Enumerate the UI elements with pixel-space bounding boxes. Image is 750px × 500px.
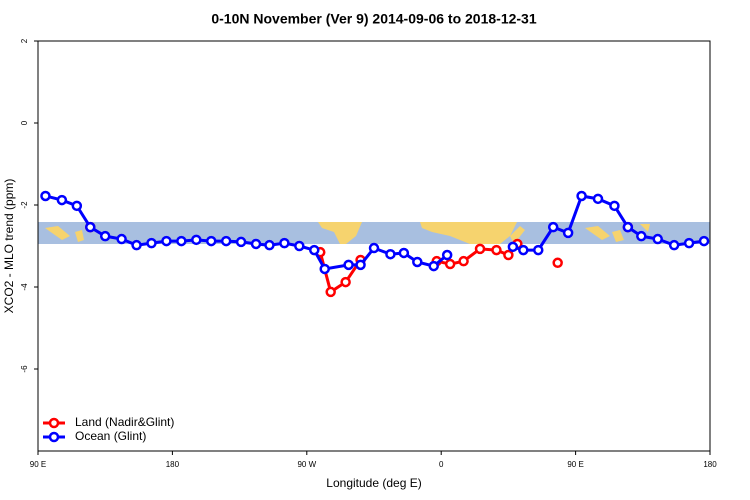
map-band	[38, 222, 710, 244]
point	[205, 235, 217, 247]
point	[355, 259, 366, 271]
point	[428, 260, 439, 272]
point	[636, 230, 647, 242]
point	[491, 244, 502, 256]
point	[176, 235, 187, 247]
point	[340, 276, 351, 288]
point	[441, 249, 453, 261]
x-tick-label: 90 E	[30, 460, 46, 469]
point	[309, 244, 320, 256]
point	[533, 244, 544, 256]
point	[518, 244, 529, 256]
point	[412, 256, 423, 268]
point	[235, 236, 247, 248]
point	[294, 240, 305, 252]
point	[622, 221, 634, 233]
point	[683, 237, 695, 249]
y-tick-label: 0	[20, 120, 29, 125]
x-tick-label: 180	[166, 460, 180, 469]
point	[264, 239, 275, 251]
legend-label: Ocean (Glint)	[75, 429, 146, 443]
legend-marker	[48, 431, 60, 443]
point	[609, 200, 620, 212]
point	[547, 221, 559, 233]
point	[131, 239, 142, 251]
point	[146, 237, 157, 249]
point	[668, 239, 680, 251]
point	[552, 257, 563, 269]
point	[652, 233, 663, 245]
point	[458, 255, 469, 267]
point	[385, 248, 396, 260]
chart-title: 0-10N November (Ver 9) 2014-09-06 to 201…	[211, 11, 537, 27]
y-tick-label: 2	[20, 38, 29, 43]
x-tick-label: 90 W	[297, 460, 316, 469]
point	[576, 190, 587, 202]
point	[507, 241, 519, 253]
y-tick-label: -4	[20, 283, 29, 291]
point	[562, 227, 574, 239]
point	[444, 258, 456, 270]
legend-label: Land (Nadir&Glint)	[75, 415, 174, 429]
legend-marker	[48, 417, 60, 429]
point	[503, 249, 514, 261]
x-tick-label: 90 E	[567, 460, 583, 469]
point	[698, 235, 710, 247]
point	[56, 194, 68, 206]
point	[592, 193, 604, 205]
point	[279, 237, 290, 249]
point	[368, 242, 380, 254]
y-axis-label: XCO2 - MLO trend (ppm)	[2, 179, 16, 314]
point	[325, 286, 336, 298]
point	[85, 221, 96, 233]
x-tick-label: 0	[439, 460, 444, 469]
point	[250, 238, 262, 250]
point	[220, 235, 232, 247]
point	[71, 200, 83, 212]
point	[319, 263, 330, 275]
point	[116, 233, 127, 245]
x-axis-label: Longitude (deg E)	[326, 476, 421, 490]
plot-frame	[37, 40, 711, 452]
point	[99, 230, 111, 242]
y-tick-label: -2	[20, 201, 29, 209]
point	[343, 259, 354, 271]
y-tick-label: -6	[20, 365, 29, 373]
point	[161, 235, 172, 247]
point	[191, 234, 202, 246]
point	[40, 190, 51, 202]
point	[398, 247, 410, 259]
point	[474, 243, 486, 255]
x-tick-label: 180	[703, 460, 717, 469]
